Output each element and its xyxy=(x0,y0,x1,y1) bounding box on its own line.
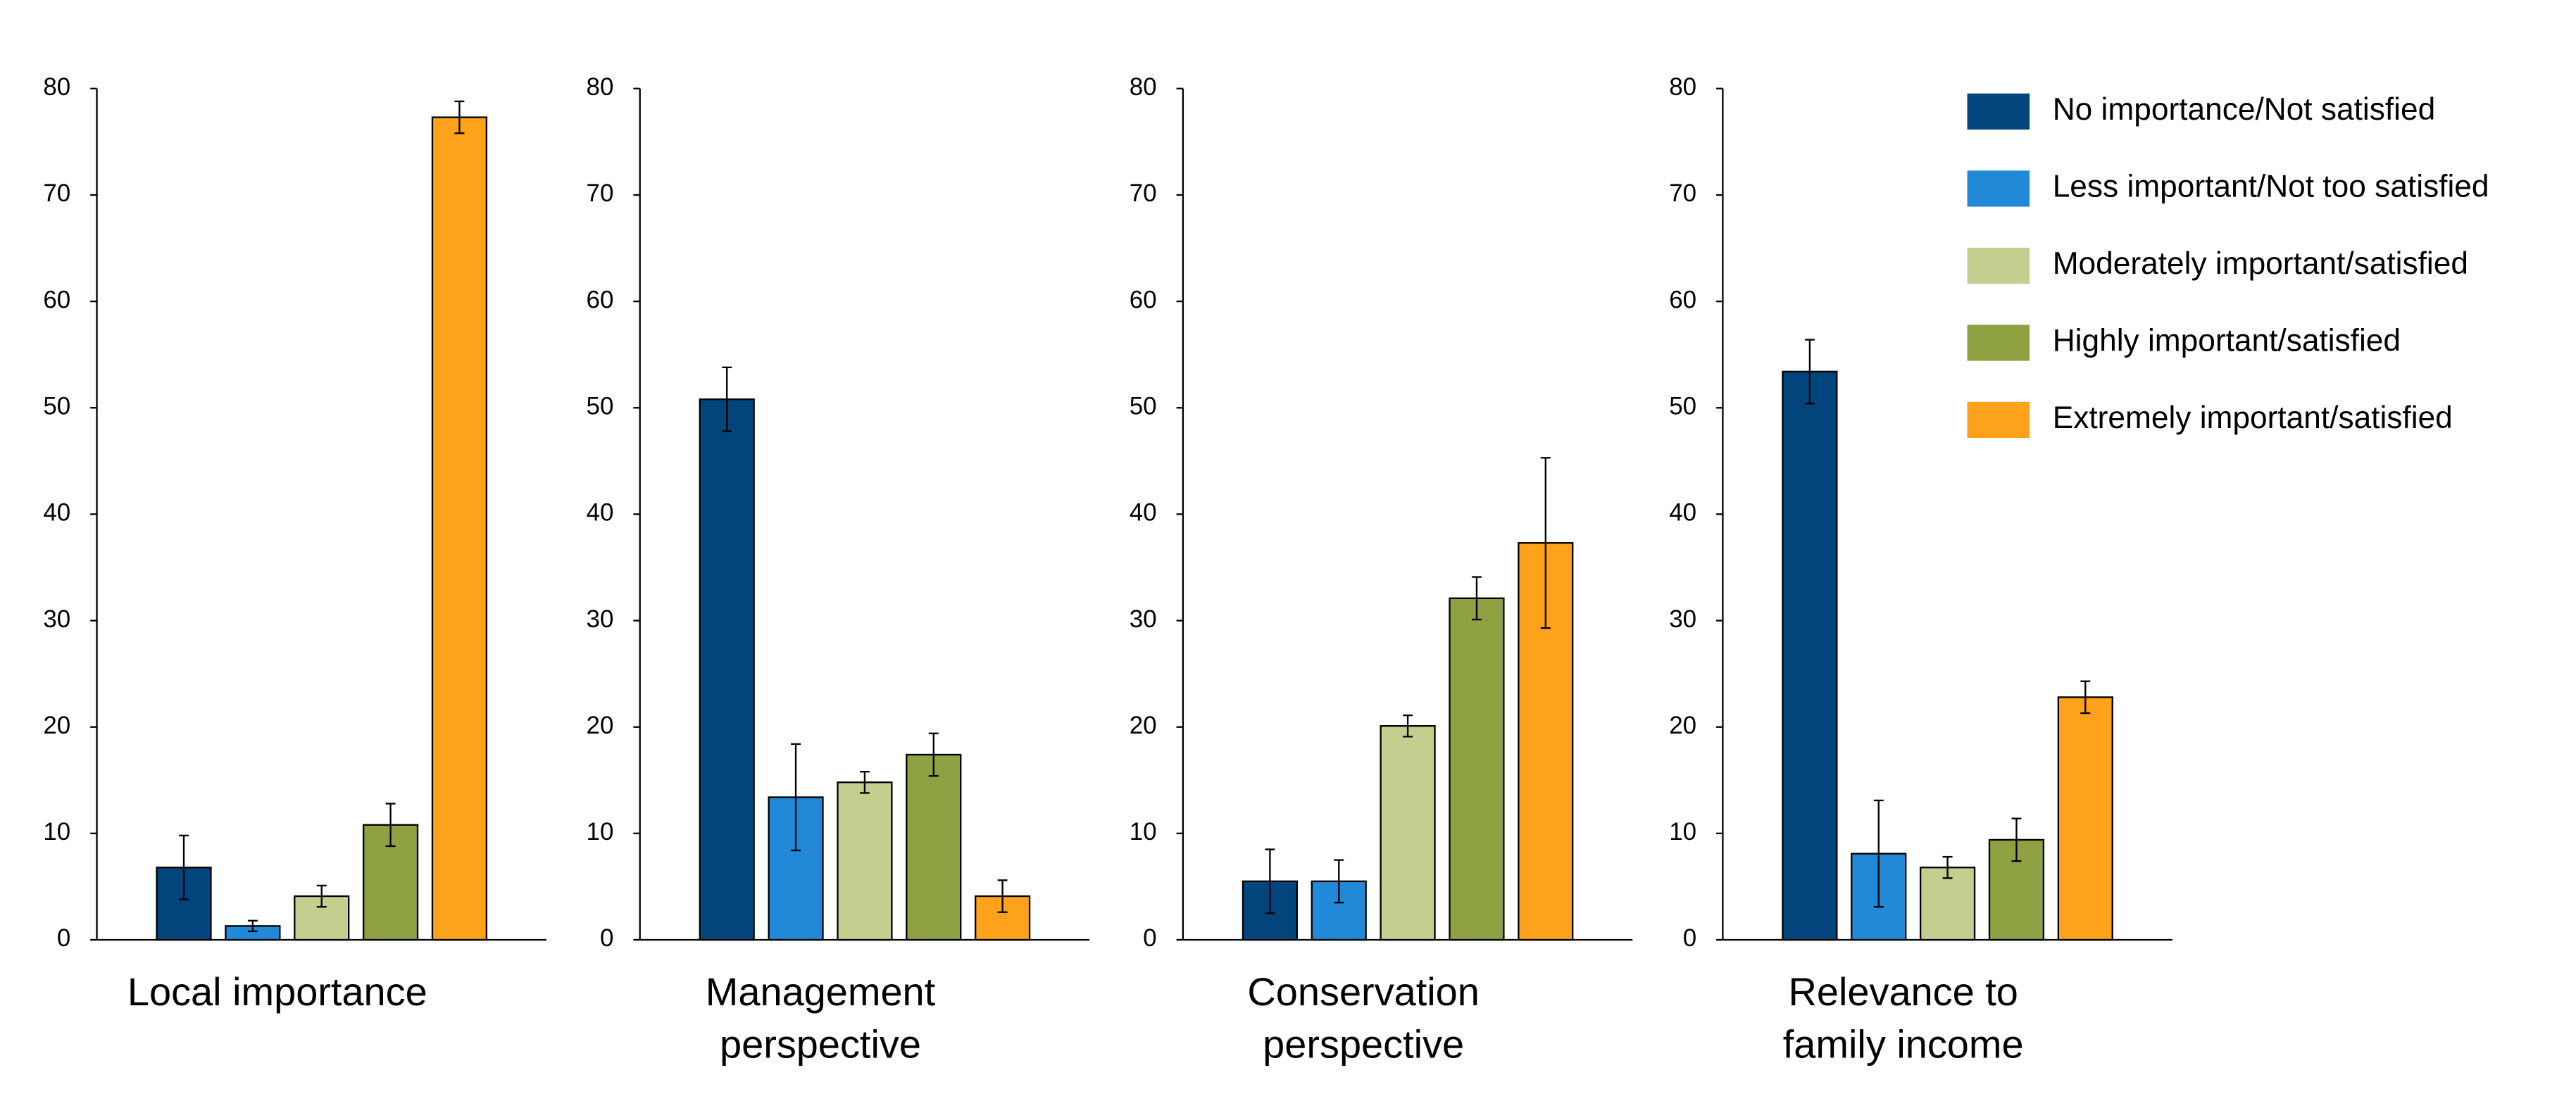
legend-label: Less important/Not too satisfied xyxy=(2053,170,2489,204)
y-tick-label: 0 xyxy=(600,924,613,952)
facet-title-box: Local importance xyxy=(127,971,427,1016)
bar xyxy=(699,398,755,941)
error-bar xyxy=(997,879,1008,913)
error-bar xyxy=(2011,817,2022,862)
legend-swatch xyxy=(1967,247,2030,284)
error-bar xyxy=(247,919,258,933)
y-tick-label: 30 xyxy=(1669,605,1696,633)
y-tick-label: 50 xyxy=(43,392,70,420)
error-bar xyxy=(1265,848,1275,914)
y-tick-label: 30 xyxy=(1130,605,1157,633)
legend-swatch xyxy=(1967,401,2030,439)
facet-title-box: Conservation perspective xyxy=(1247,971,1480,1068)
bar xyxy=(431,116,488,941)
y-tick-label: 80 xyxy=(1130,73,1157,101)
bar xyxy=(1782,370,1838,941)
facet-title: Management perspective xyxy=(705,971,936,1068)
legend-label: Extremely important/satisfied xyxy=(2053,401,2453,435)
error-bar xyxy=(1942,855,1953,879)
bar xyxy=(2057,696,2113,941)
error-bar xyxy=(1804,339,1815,405)
y-tick-label: 20 xyxy=(1669,712,1696,739)
error-bar xyxy=(928,732,939,777)
y-tick-label: 80 xyxy=(587,73,614,101)
error-bar xyxy=(1403,714,1413,738)
facet-title-box: Relevance to family income xyxy=(1782,971,2024,1068)
bar xyxy=(906,753,962,941)
y-tick-label: 60 xyxy=(587,286,614,313)
facet-title: Conservation perspective xyxy=(1247,971,1480,1068)
legend-label: Moderately important/satisfied xyxy=(2053,246,2468,281)
legend-label: Highly important/satisfied xyxy=(2053,324,2401,358)
error-bar xyxy=(385,803,396,848)
y-tick-label: 10 xyxy=(587,818,614,845)
y-tick-label: 0 xyxy=(57,924,70,952)
y-tick-label: 60 xyxy=(1669,286,1696,313)
y-tick-label: 50 xyxy=(1669,392,1696,420)
y-tick-label: 70 xyxy=(587,180,614,207)
legend-swatch xyxy=(1967,325,2030,361)
y-tick-label: 40 xyxy=(587,499,614,527)
facet-title: Relevance to family income xyxy=(1782,971,2024,1068)
error-bar xyxy=(1334,859,1344,904)
y-tick-label: 20 xyxy=(43,712,70,739)
bar xyxy=(1988,838,2045,941)
y-tick-label: 0 xyxy=(1683,924,1696,952)
y-tick-label: 10 xyxy=(1669,818,1696,845)
y-tick-label: 80 xyxy=(1669,73,1696,101)
y-tick-label: 10 xyxy=(43,818,70,845)
y-tick-label: 70 xyxy=(1130,180,1157,207)
error-bar xyxy=(1471,576,1482,621)
bar xyxy=(1449,597,1505,941)
y-tick-label: 60 xyxy=(43,286,70,313)
y-tick-label: 20 xyxy=(587,712,614,739)
y-tick-label: 70 xyxy=(1669,180,1696,207)
error-bar xyxy=(722,366,732,432)
error-bar xyxy=(791,743,801,852)
bar xyxy=(975,895,1031,941)
bar xyxy=(837,781,893,941)
y-tick-label: 10 xyxy=(1130,818,1157,845)
legend-swatch xyxy=(1967,170,2030,207)
facet-title: Local importance xyxy=(127,971,427,1016)
bar xyxy=(1380,725,1436,941)
y-tick-label: 40 xyxy=(43,499,70,527)
y-tick-label: 40 xyxy=(1669,499,1696,527)
y-tick-label: 20 xyxy=(1130,712,1157,739)
y-tick-label: 40 xyxy=(1130,499,1157,527)
error-bar xyxy=(454,100,465,134)
facet-title-box: Management perspective xyxy=(705,971,936,1068)
error-bar xyxy=(1873,799,1884,908)
legend-label: No importance/Not satisfied xyxy=(2053,92,2436,127)
y-tick-label: 50 xyxy=(1130,392,1157,420)
y-tick-label: 50 xyxy=(587,392,614,420)
error-bar xyxy=(2080,680,2091,715)
y-tick-label: 80 xyxy=(43,73,70,101)
legend-swatch xyxy=(1967,93,2030,130)
y-tick-label: 60 xyxy=(1130,286,1157,313)
error-bar xyxy=(1540,457,1551,629)
y-tick-label: 0 xyxy=(1143,924,1156,952)
error-bar xyxy=(859,771,870,794)
y-tick-label: 30 xyxy=(587,605,614,633)
error-bar xyxy=(179,834,189,900)
error-bar xyxy=(316,884,327,908)
y-tick-label: 70 xyxy=(43,180,70,207)
y-tick-label: 30 xyxy=(43,605,70,633)
